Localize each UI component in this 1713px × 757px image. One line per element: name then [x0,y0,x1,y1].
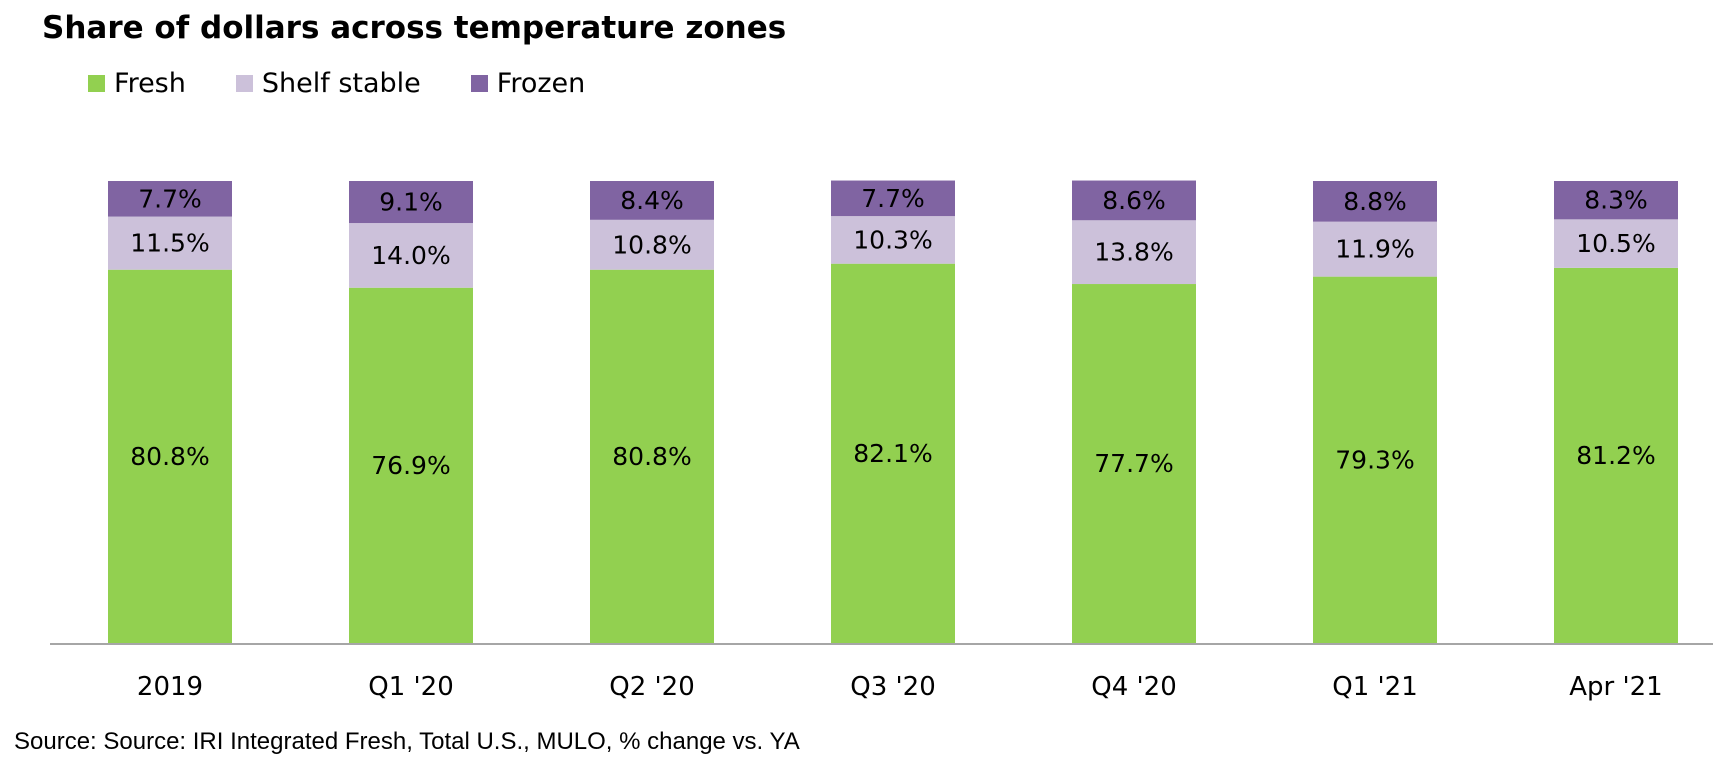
data-label-shelf-stable-1: 14.0% [371,241,450,270]
data-label-shelf-stable-5: 11.9% [1335,235,1414,264]
data-label-fresh-1: 76.9% [371,451,450,480]
chart-title: Share of dollars across temperature zone… [42,10,787,46]
data-label-shelf-stable-0: 11.5% [130,229,209,258]
legend-item-shelf-stable: Shelf stable [235,68,421,99]
bar-fresh-5 [1313,276,1437,643]
bar-frozen-3 [831,180,955,217]
bar-frozen-0 [108,181,232,217]
data-label-shelf-stable-4: 13.8% [1094,238,1173,267]
x-tick-label-1: Q1 '20 [368,672,454,702]
legend-swatch-fresh [88,75,105,92]
bar-frozen-5 [1313,181,1437,222]
bar-frozen-6 [1554,181,1678,220]
legend-label-frozen: Frozen [496,68,586,99]
data-label-fresh-5: 79.3% [1335,445,1414,474]
plot-area: 80.8% 11.5% 7.7% 2019 76.9% 14.0% 9.1% Q1 '20 80… [50,180,1713,702]
data-label-fresh-6: 81.2% [1576,441,1655,470]
bar-shelf-stable-3 [831,216,955,264]
bar-frozen-2 [590,181,714,220]
bar-fresh-0 [108,269,232,643]
data-label-fresh-4: 77.7% [1094,449,1173,478]
data-label-fresh-2: 80.8% [612,442,691,471]
bar-shelf-stable-6 [1554,219,1678,268]
x-tick-label-3: Q3 '20 [850,672,936,702]
data-label-fresh-3: 82.1% [853,439,932,468]
bar-shelf-stable-0 [108,216,232,270]
bar-shelf-stable-5 [1313,221,1437,277]
legend: Fresh Shelf stable Frozen [88,68,635,99]
x-tick-label-5: Q1 '21 [1332,672,1418,702]
bar-frozen-4 [1072,180,1196,221]
data-label-shelf-stable-3: 10.3% [853,225,932,254]
bar-shelf-stable-4 [1072,220,1196,285]
bar-fresh-2 [590,269,714,643]
bar-fresh-1 [349,287,473,643]
data-label-shelf-stable-6: 10.5% [1576,229,1655,258]
legend-label-shelf-stable: Shelf stable [261,68,421,99]
bar-fresh-4 [1072,284,1196,643]
x-tick-label-0: 2019 [137,672,203,702]
legend-item-fresh: Fresh [88,68,186,99]
legend-label-fresh: Fresh [114,68,186,99]
bar-fresh-3 [831,263,955,643]
data-label-frozen-5: 8.8% [1343,187,1407,216]
bar-frozen-1 [349,181,473,224]
legend-item-frozen: Frozen [470,68,586,99]
legend-swatch-frozen [470,75,488,92]
data-label-fresh-0: 80.8% [130,442,209,471]
data-label-frozen-4: 8.6% [1102,186,1166,215]
x-tick-label-6: Apr '21 [1569,672,1662,702]
data-label-frozen-0: 7.7% [138,184,202,213]
bar-fresh-6 [1554,267,1678,643]
x-tick-label-4: Q4 '20 [1091,672,1177,702]
bar-shelf-stable-1 [349,223,473,288]
legend-swatch-shelf-stable [235,75,253,92]
bar-shelf-stable-2 [590,219,714,270]
data-label-frozen-2: 8.4% [620,186,684,215]
source-note: Source: Source: IRI Integrated Fresh, To… [14,728,800,755]
data-label-shelf-stable-2: 10.8% [612,230,691,259]
data-label-frozen-3: 7.7% [861,184,925,213]
data-label-frozen-1: 9.1% [379,188,443,217]
data-label-frozen-6: 8.3% [1584,186,1648,215]
x-tick-label-2: Q2 '20 [609,672,695,702]
